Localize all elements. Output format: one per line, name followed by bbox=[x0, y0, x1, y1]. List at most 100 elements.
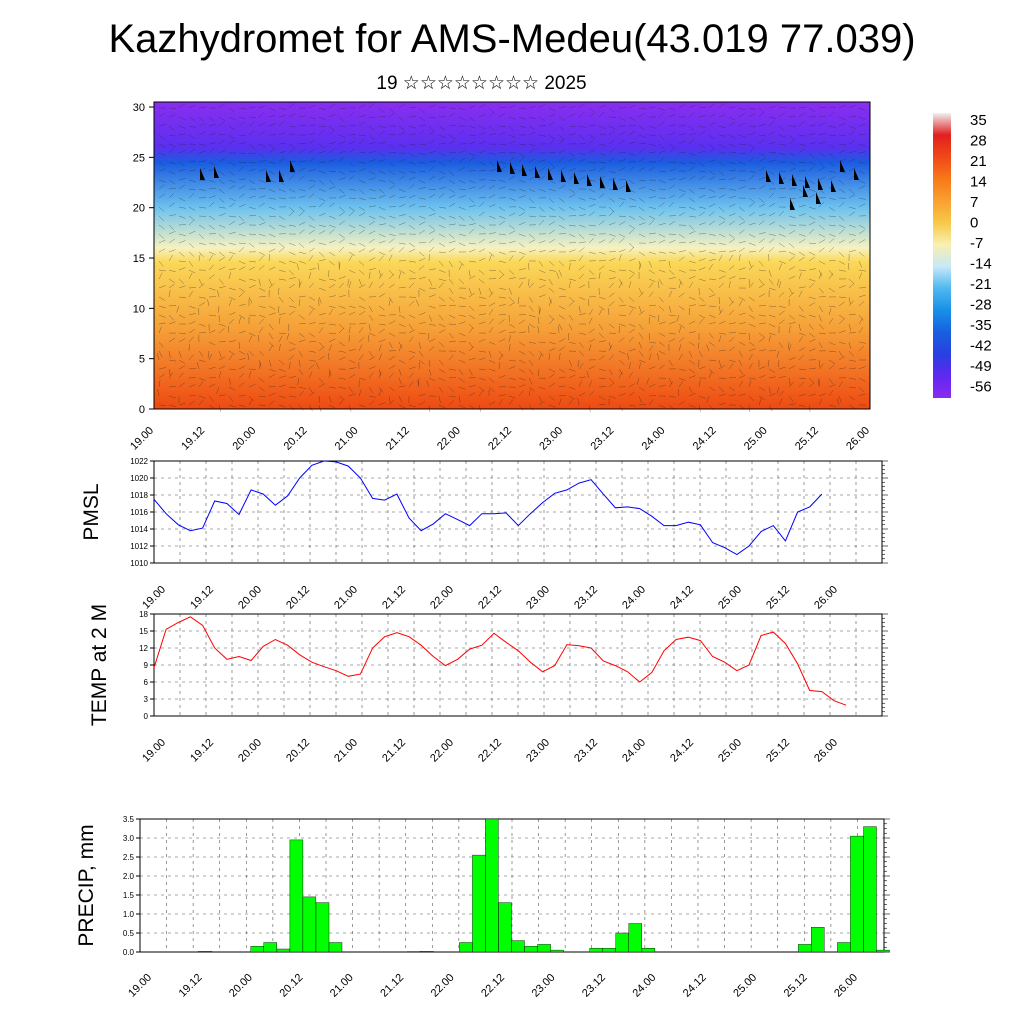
precip-bar bbox=[459, 942, 473, 953]
x-tick-label: 19.00 bbox=[126, 972, 154, 1000]
y-tick-label: 3.0 bbox=[123, 834, 135, 843]
x-tick-label: 25.00 bbox=[731, 972, 759, 1000]
x-tick-label: 21.12 bbox=[378, 972, 406, 1000]
x-tick-label: 23.00 bbox=[537, 425, 565, 453]
x-tick-label: 20.00 bbox=[227, 972, 255, 1000]
precip-bar bbox=[811, 927, 825, 953]
page-title: Kazhydromet for AMS-Medeu(43.019 77.039) bbox=[108, 17, 916, 61]
x-tick-label: 21.00 bbox=[332, 584, 360, 612]
precip-bar bbox=[472, 854, 486, 953]
y-tick-label: 1018 bbox=[130, 491, 148, 500]
precip-bar bbox=[485, 818, 499, 953]
x-tick-label: 23.12 bbox=[572, 737, 600, 765]
x-tick-label: 22.12 bbox=[479, 972, 507, 1000]
x-tick-label: 24.00 bbox=[620, 737, 648, 765]
y-tick-label: 0 bbox=[144, 712, 149, 721]
colorbar-label: -21 bbox=[970, 276, 992, 293]
x-tick-label: 22.00 bbox=[428, 584, 456, 612]
colorbar-label: -49 bbox=[970, 358, 992, 375]
x-tick-label: 23.12 bbox=[588, 425, 616, 453]
x-tick-label: 24.00 bbox=[630, 972, 658, 1000]
y-tick-label: 1014 bbox=[130, 525, 148, 534]
x-tick-label: 20.12 bbox=[284, 584, 312, 612]
x-tick-label: 24.12 bbox=[668, 584, 696, 612]
y-axis-label: TEMP at 2 M bbox=[88, 604, 111, 726]
colorbar-label: 0 bbox=[970, 215, 978, 232]
colorbar bbox=[933, 113, 951, 398]
y-tick-label: 1022 bbox=[130, 457, 148, 466]
y-tick-label: 20 bbox=[133, 203, 145, 215]
y-tick-label: 6 bbox=[144, 678, 149, 687]
gridlines bbox=[154, 613, 882, 717]
colorbar-label: -42 bbox=[970, 338, 992, 355]
temperature-field bbox=[154, 102, 870, 409]
precip-bar bbox=[628, 923, 642, 953]
x-tick-label: 26.00 bbox=[844, 425, 872, 453]
x-tick-label: 22.12 bbox=[476, 584, 504, 612]
x-tick-label: 19.12 bbox=[179, 425, 207, 453]
colorbar-label: 28 bbox=[970, 133, 987, 150]
precip-bar bbox=[250, 946, 265, 953]
y-tick-label: 1016 bbox=[130, 508, 148, 517]
precip-bar bbox=[550, 949, 564, 953]
x-tick-label: 19.00 bbox=[140, 584, 168, 612]
x-tick-label: 20.12 bbox=[282, 425, 310, 453]
page-subtitle: 19 ☆☆☆☆☆☆☆☆ 2025 bbox=[376, 73, 587, 94]
y-tick-label: 1010 bbox=[130, 559, 148, 568]
precip-bar bbox=[524, 946, 538, 953]
x-tick-label: 19.00 bbox=[128, 425, 156, 453]
precip-bar bbox=[837, 942, 851, 953]
y-tick-label: 25 bbox=[133, 152, 145, 164]
x-tick-label: 19.12 bbox=[188, 584, 216, 612]
y-tick-label: 30 bbox=[133, 102, 145, 114]
x-tick-label: 22.00 bbox=[435, 425, 463, 453]
temp-line bbox=[153, 616, 847, 706]
colorbar-label: -56 bbox=[970, 379, 992, 396]
y-tick-label: 18 bbox=[139, 610, 148, 619]
precip-bar bbox=[863, 826, 877, 953]
y-tick-label: 9 bbox=[144, 661, 149, 670]
x-tick-label: 24.12 bbox=[691, 425, 719, 453]
precip-bar bbox=[276, 948, 291, 953]
x-tick-label: 26.00 bbox=[812, 584, 840, 612]
y-tick-label: 2.0 bbox=[123, 872, 135, 881]
x-tick-label: 21.00 bbox=[332, 737, 360, 765]
precip-bar bbox=[511, 940, 525, 953]
y-tick-label: 0.0 bbox=[123, 948, 135, 957]
x-tick-label: 24.12 bbox=[668, 737, 696, 765]
precip-bar bbox=[537, 944, 551, 953]
y-tick-label: 3.5 bbox=[123, 815, 135, 824]
x-tick-label: 24.12 bbox=[681, 972, 709, 1000]
x-tick-label: 26.00 bbox=[832, 972, 860, 1000]
y-tick-label: 10 bbox=[133, 303, 145, 315]
x-tick-label: 20.12 bbox=[284, 737, 312, 765]
x-tick-label: 20.00 bbox=[236, 737, 264, 765]
field-frame bbox=[153, 101, 871, 410]
precip-bar bbox=[641, 948, 656, 953]
x-tick-label: 22.00 bbox=[429, 972, 457, 1000]
colorbar-label: 35 bbox=[970, 112, 987, 129]
x-tick-label: 23.00 bbox=[524, 584, 552, 612]
x-tick-label: 25.12 bbox=[782, 972, 810, 1000]
colorbar-label: 14 bbox=[970, 174, 987, 191]
x-tick-label: 22.12 bbox=[486, 425, 514, 453]
precip-bar bbox=[876, 949, 890, 953]
x-tick-label: 19.12 bbox=[188, 737, 216, 765]
precip-bar bbox=[498, 902, 512, 953]
x-tick-label: 21.12 bbox=[380, 737, 408, 765]
colorbar-label: -7 bbox=[970, 235, 983, 252]
x-tick-label: 21.12 bbox=[384, 425, 412, 453]
x-tick-label: 19.12 bbox=[177, 972, 205, 1000]
x-tick-label: 25.12 bbox=[793, 425, 821, 453]
colorbar-label: -14 bbox=[970, 256, 992, 273]
precip-bar bbox=[302, 896, 317, 953]
colorbar-label: 21 bbox=[970, 153, 987, 170]
precip-bar bbox=[198, 951, 212, 953]
precip-bar bbox=[328, 942, 343, 953]
wind-barbs bbox=[156, 103, 867, 413]
y-tick-label: 15 bbox=[139, 627, 148, 636]
x-tick-label: 25.00 bbox=[716, 584, 744, 612]
x-tick-label: 20.12 bbox=[277, 972, 305, 1000]
x-tick-label: 19.00 bbox=[140, 737, 168, 765]
